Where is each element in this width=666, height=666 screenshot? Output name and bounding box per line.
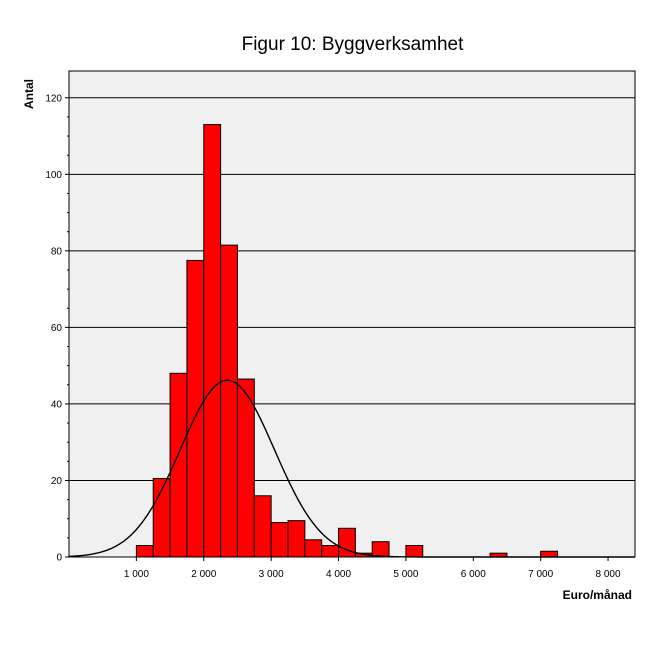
- x-tick-label: 2 000: [191, 569, 216, 580]
- chart-title: Figur 10: Byggverksamhet: [241, 34, 464, 55]
- histogram-bar: [270, 522, 289, 558]
- histogram-bar: [236, 378, 255, 558]
- plot-area: [68, 70, 636, 558]
- x-tick-label: 8 000: [596, 569, 621, 580]
- y-tick-label: 20: [51, 476, 63, 487]
- histogram-bar: [405, 545, 424, 558]
- histogram-bar: [135, 545, 154, 558]
- histogram-bar: [186, 259, 205, 558]
- y-tick-label: 60: [51, 323, 63, 334]
- y-tick-label: 80: [51, 246, 63, 257]
- x-tick-label: 6 000: [461, 569, 486, 580]
- histogram-bar: [321, 545, 340, 558]
- histogram-bar: [253, 495, 272, 558]
- y-tick-label: 40: [51, 399, 63, 410]
- y-tick-label: 0: [56, 553, 62, 564]
- histogram-bar: [338, 527, 356, 558]
- x-axis-title: Euro/månad: [563, 588, 632, 602]
- x-tick-label: 1 000: [124, 569, 149, 580]
- y-axis: 0 20 40 60 80 100 120: [45, 93, 69, 564]
- histogram-bar: [287, 520, 306, 558]
- histogram-bar: [203, 124, 222, 558]
- histogram-bar: [371, 541, 390, 558]
- x-tick-label: 3 000: [259, 569, 284, 580]
- histogram-bar: [304, 539, 323, 558]
- histogram-bars: [135, 124, 559, 558]
- x-tick-label: 4 000: [326, 569, 351, 580]
- x-tick-label: 7 000: [528, 569, 553, 580]
- histogram-bar: [220, 244, 238, 558]
- x-axis: 1 000 2 000 3 000 4 000 5 000 6 000 7 000 8 000: [124, 557, 621, 580]
- y-tick-label: 120: [45, 93, 62, 104]
- histogram-bar: [540, 550, 559, 558]
- x-tick-label: 5 000: [393, 569, 418, 580]
- histogram-bar: [169, 372, 188, 558]
- y-axis-title: Antal: [22, 79, 36, 109]
- y-tick-label: 100: [45, 170, 62, 181]
